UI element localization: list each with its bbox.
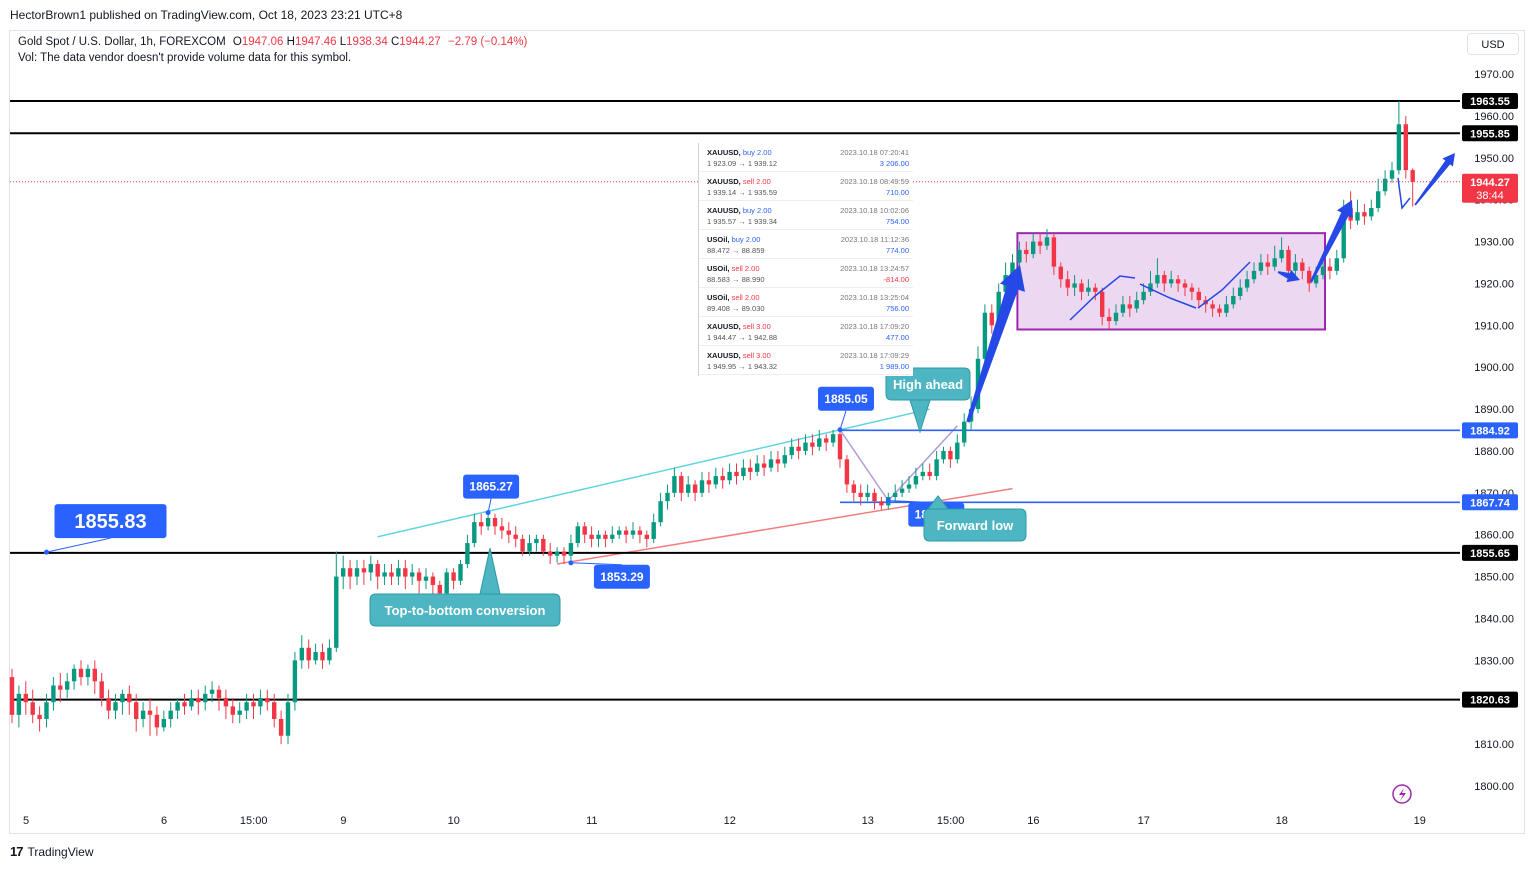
trade-symbol: USOil, sell 2.00 (707, 293, 760, 302)
symbol-header: Gold Spot / U.S. Dollar, 1h, FOREXCOM O1… (18, 36, 527, 48)
footer: 17 TradingView (10, 844, 94, 859)
trade-range: 88.583 → 88.990 (707, 275, 765, 284)
trade-time: 2023.10.18 13:24:57 (840, 264, 909, 273)
trade-row: USOil, sell 2.00 89.408 → 89.030 2023.10.1… (699, 288, 913, 317)
trade-time: 2023.10.18 11:12:36 (840, 235, 909, 244)
ohlc-high-label: H (286, 36, 295, 48)
currency-button[interactable]: USD (1467, 33, 1519, 55)
ohlc-close-label: C (390, 36, 400, 48)
trade-range: 89.408 → 89.030 (707, 304, 765, 313)
trade-row: USOil, sell 2.00 88.583 → 88.990 2023.10.1… (699, 259, 913, 288)
trade-row: XAUUSD, buy 2.00 1 935.57 → 1 939.34 2023.… (699, 201, 913, 230)
volume-note: Vol: The data vendor doesn't provide vol… (18, 52, 352, 64)
trade-pnl: 774.00 (886, 246, 909, 255)
trade-symbol: XAUUSD, sell 3.00 (707, 322, 771, 331)
trade-range: 88.472 → 88.859 (707, 246, 765, 255)
trade-symbol: XAUUSD, sell 3.00 (707, 351, 771, 360)
ohlc-open: 1947.06 (241, 36, 284, 48)
trade-side: sell 3.00 (742, 322, 771, 331)
ohlc-open-label: O (232, 36, 242, 48)
trade-row: XAUUSD, sell 3.00 1 949.95 → 1 943.32 2023… (699, 346, 913, 375)
tradingview-logo-icon: 17 (10, 844, 24, 859)
trade-time: 2023.10.18 08:49:59 (840, 177, 909, 186)
ohlc-change: −2.79 (−0.14%) (448, 36, 528, 48)
trade-pnl: 1 989.00 (879, 362, 909, 371)
trade-row: XAUUSD, sell 3.00 1 944.47 → 1 942.88 2023… (699, 317, 913, 346)
symbol-title: Gold Spot / U.S. Dollar, 1h, FOREXCOM (18, 36, 226, 48)
trade-row: XAUUSD, buy 2.00 1 923.09 → 1 939.12 2023.… (699, 143, 913, 172)
trade-range: 1 949.95 → 1 943.32 (707, 362, 778, 371)
trade-symbol: USOil, buy 2.00 (707, 235, 761, 244)
trade-time: 2023.10.18 10:02:06 (840, 206, 909, 215)
ohlc-high: 1947.46 (294, 36, 337, 48)
trade-side: sell 3.00 (742, 351, 771, 360)
tradingview-brand: TradingView (27, 844, 94, 859)
trade-pnl: 3 206.00 (879, 159, 909, 168)
trade-symbol: XAUUSD, buy 2.00 (707, 206, 772, 215)
trade-side: sell 2.00 (731, 293, 760, 302)
trade-range: 1 944.47 → 1 942.88 (707, 333, 778, 342)
trade-range: 1 923.09 → 1 939.12 (707, 159, 778, 168)
trade-range: 1 935.57 → 1 939.34 (707, 217, 778, 226)
trade-symbol: USOil, sell 2.00 (707, 264, 760, 273)
trade-pnl: 477.00 (886, 333, 909, 342)
trade-side: buy 2.00 (742, 206, 772, 215)
trade-row: XAUUSD, sell 2.00 1 939.14 → 1 935.59 2023… (699, 172, 913, 201)
trade-pnl: -814.00 (883, 275, 909, 284)
trade-time: 2023.10.18 13:25:04 (840, 293, 909, 302)
ohlc-low-label: L (339, 36, 347, 48)
trade-symbol: XAUUSD, sell 2.00 (707, 177, 771, 186)
ohlc-low: 1938.34 (346, 36, 388, 48)
trade-pnl: 754.00 (886, 217, 909, 226)
trade-pnl: 710.00 (886, 188, 909, 197)
trade-history-panel: XAUUSD, buy 2.00 1 923.09 → 1 939.12 2023.… (698, 143, 913, 376)
trade-time: 2023.10.18 17:09:29 (840, 351, 909, 360)
trade-side: buy 2.00 (742, 148, 772, 157)
trade-side: buy 2.00 (731, 235, 761, 244)
trade-time: 2023.10.18 17:09:20 (840, 322, 909, 331)
chart-frame (9, 30, 1525, 834)
trade-symbol: XAUUSD, buy 2.00 (707, 148, 772, 157)
ohlc-close: 1944.27 (399, 36, 441, 48)
trade-row: USOil, buy 2.00 88.472 → 88.859 2023.10.18… (699, 230, 913, 259)
publisher-line: HectorBrown1 published on TradingView.co… (10, 8, 403, 22)
trade-side: sell 2.00 (731, 264, 760, 273)
trade-time: 2023.10.18 07:20:41 (840, 148, 909, 157)
trade-pnl: 756.00 (886, 304, 909, 313)
trade-range: 1 939.14 → 1 935.59 (707, 188, 778, 197)
trade-side: sell 2.00 (742, 177, 771, 186)
